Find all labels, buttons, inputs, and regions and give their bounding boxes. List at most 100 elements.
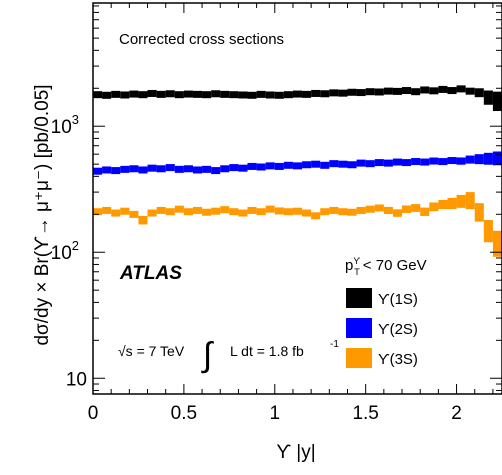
data-point xyxy=(247,206,257,214)
data-point xyxy=(483,90,493,105)
data-point xyxy=(420,207,430,216)
data-point xyxy=(265,162,275,170)
data-point xyxy=(120,207,130,215)
data-point xyxy=(411,158,421,166)
data-point xyxy=(283,208,293,216)
legend-entry: ϒ(1S) xyxy=(346,288,418,308)
x-tick-label: 2 xyxy=(451,403,462,424)
data-point xyxy=(447,197,457,210)
legend-swatch xyxy=(346,348,372,368)
data-point xyxy=(292,162,303,170)
data-point xyxy=(292,207,303,215)
data-point xyxy=(102,91,112,99)
data-point xyxy=(456,157,466,165)
data-point xyxy=(465,155,475,164)
data-point xyxy=(311,212,321,220)
data-point xyxy=(229,164,239,172)
data-point xyxy=(265,91,275,99)
data-point xyxy=(320,208,330,216)
data-point xyxy=(111,167,121,175)
data-point xyxy=(411,88,421,96)
data-point xyxy=(274,91,284,99)
data-point xyxy=(274,162,284,170)
data-point xyxy=(338,160,348,168)
data-point xyxy=(192,90,203,98)
data-point xyxy=(492,151,502,166)
data-point xyxy=(138,215,148,225)
axes: 0 0.5 1 1.5 2 10 102 103 xyxy=(51,3,502,424)
atlas-label: ATLAS xyxy=(119,263,182,284)
data-point xyxy=(129,165,139,173)
legend-swatch xyxy=(346,318,372,338)
data-point xyxy=(129,210,139,218)
data-point xyxy=(492,230,502,257)
data-point xyxy=(374,88,384,96)
data-point xyxy=(329,206,339,214)
data-point xyxy=(438,85,448,93)
data-point xyxy=(220,165,230,173)
legend-label: ϒ(2S) xyxy=(378,321,418,338)
data-point xyxy=(320,90,330,98)
data-point xyxy=(474,154,484,165)
legend-label: ϒ(3S) xyxy=(378,351,418,368)
data-point xyxy=(111,90,121,98)
data-point xyxy=(138,91,148,99)
data-point xyxy=(147,209,157,217)
data-point xyxy=(211,90,221,98)
data-point xyxy=(192,166,203,174)
data-point xyxy=(347,208,357,216)
x-axis-title: ϒ |y| xyxy=(276,442,315,463)
data-point xyxy=(202,165,212,173)
data-point xyxy=(338,208,348,216)
data-point xyxy=(229,208,239,216)
data-point xyxy=(311,89,321,97)
data-point xyxy=(174,165,184,173)
data-point xyxy=(256,208,266,216)
series-2 xyxy=(93,151,502,175)
y-tick-label: 10 xyxy=(66,369,87,390)
x-tick-label: 1 xyxy=(269,403,280,424)
data-point xyxy=(256,90,266,98)
data-point xyxy=(120,165,130,173)
legend-entry: ϒ(2S) xyxy=(346,318,418,338)
data-point xyxy=(156,206,166,214)
data-point xyxy=(383,159,393,167)
data-point xyxy=(302,209,312,217)
data-point xyxy=(302,90,312,98)
data-point xyxy=(129,90,139,98)
data-point xyxy=(329,89,339,97)
data-point xyxy=(174,205,184,213)
data-point xyxy=(347,88,357,96)
data-point xyxy=(456,194,466,208)
data-point xyxy=(156,90,166,98)
data-point xyxy=(356,159,366,167)
data-point xyxy=(183,165,193,173)
data-point xyxy=(392,209,403,217)
data-point xyxy=(183,208,193,216)
plot-frame xyxy=(92,2,502,395)
data-point xyxy=(93,167,103,175)
data-point xyxy=(429,87,439,95)
series-1 xyxy=(93,85,502,112)
data-point xyxy=(147,164,157,172)
data-point xyxy=(392,87,403,95)
data-point xyxy=(211,207,221,215)
data-point xyxy=(238,209,248,217)
data-point xyxy=(356,89,366,97)
data-point xyxy=(165,208,175,216)
data-point xyxy=(120,91,130,99)
data-point xyxy=(283,161,293,169)
data-point xyxy=(474,203,484,222)
data-point xyxy=(165,90,175,98)
data-point xyxy=(374,204,384,212)
data-point xyxy=(402,205,412,213)
data-point xyxy=(483,220,493,243)
data-point xyxy=(492,91,502,112)
data-point xyxy=(365,88,375,96)
data-point xyxy=(438,199,448,210)
data-point xyxy=(192,206,203,214)
data-point xyxy=(165,164,175,172)
data-point xyxy=(456,85,466,93)
